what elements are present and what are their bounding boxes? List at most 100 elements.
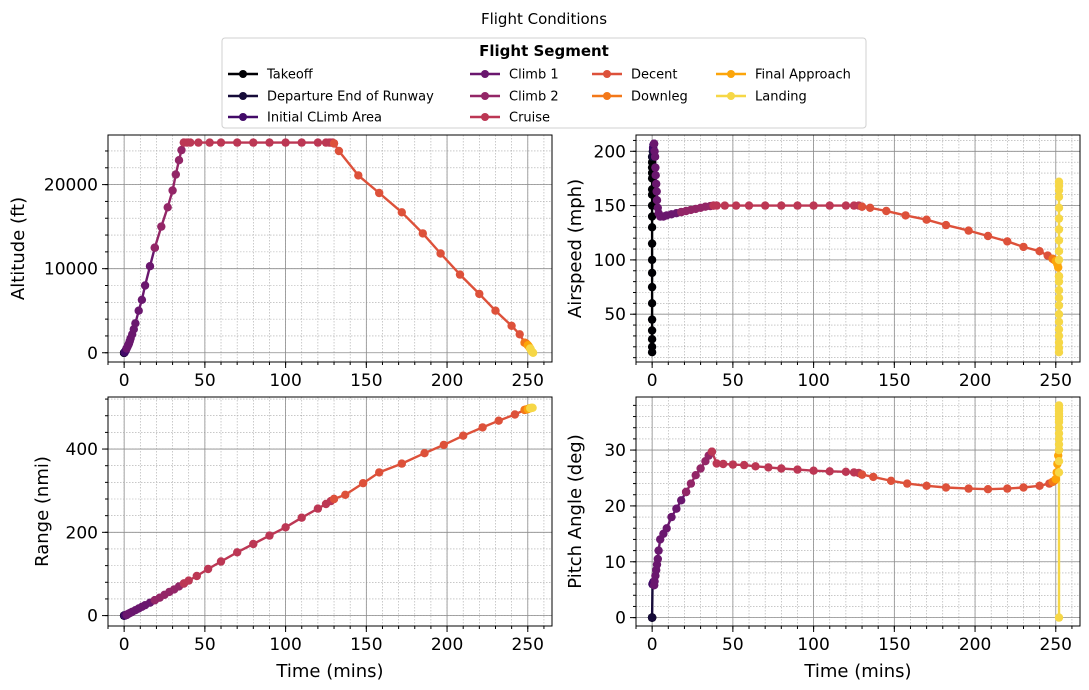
legend-label: Final Approach — [755, 68, 851, 83]
data-point — [857, 202, 867, 211]
data-point — [647, 315, 657, 324]
data-point — [265, 138, 274, 147]
data-point — [983, 485, 993, 494]
x-tick-label: 50 — [722, 371, 744, 391]
data-point — [1054, 457, 1064, 466]
data-point — [1019, 242, 1028, 252]
data-point — [647, 268, 657, 278]
y-tick-label: 400 — [66, 440, 98, 460]
data-point — [1054, 401, 1064, 410]
data-point — [731, 201, 741, 210]
data-point — [922, 215, 931, 224]
data-point — [216, 138, 226, 147]
x-tick-label: 150 — [350, 635, 382, 655]
data-point — [652, 179, 661, 189]
data-point — [216, 557, 226, 566]
x-tick-label: 250 — [512, 371, 544, 391]
series-group — [119, 403, 537, 620]
data-point — [1054, 293, 1064, 303]
data-point — [728, 460, 738, 469]
data-point — [1035, 247, 1044, 256]
data-point — [1054, 613, 1064, 622]
data-point — [397, 459, 406, 468]
data-point — [418, 229, 427, 238]
data-point — [1054, 177, 1064, 186]
data-point — [651, 171, 660, 180]
legend-marker — [603, 70, 611, 78]
y-tick-label: 10000 — [44, 260, 98, 280]
data-point — [313, 138, 323, 147]
data-point — [647, 613, 657, 622]
data-point — [886, 476, 896, 485]
legend-label: Landing — [755, 90, 807, 105]
data-point — [672, 504, 681, 513]
data-point — [647, 342, 657, 351]
data-point — [677, 496, 686, 505]
legend-label: Climb 2 — [509, 90, 559, 105]
legend-label: Climb 1 — [509, 68, 559, 83]
data-point — [647, 326, 657, 335]
data-point — [334, 146, 344, 156]
data-point — [903, 479, 912, 488]
data-point — [707, 447, 717, 456]
axes-frame — [635, 134, 1081, 363]
data-point — [1054, 301, 1064, 310]
data-point — [134, 306, 143, 315]
legend-entry: Landing — [716, 90, 807, 105]
data-point — [1054, 277, 1064, 286]
data-point — [297, 513, 306, 522]
y-tick-label: 0 — [615, 609, 626, 629]
legend-entry: Downleg — [592, 90, 688, 105]
legend-marker — [727, 70, 735, 78]
x-tick-label: 100 — [269, 635, 301, 655]
x-tick-label: 100 — [797, 371, 829, 391]
data-point — [375, 188, 384, 198]
y-tick-label: 0 — [87, 344, 98, 364]
data-point — [1054, 325, 1064, 334]
y-tick-label: 0 — [87, 607, 98, 627]
data-point — [777, 464, 786, 473]
data-point — [809, 201, 818, 210]
data-point — [941, 483, 951, 492]
data-point — [869, 472, 878, 482]
data-point — [825, 467, 834, 476]
data-point — [667, 512, 676, 522]
data-point — [712, 459, 721, 468]
data-point — [194, 138, 203, 147]
data-point — [478, 423, 487, 432]
data-point — [1054, 468, 1064, 477]
minor-grid — [105, 135, 552, 365]
data-point — [841, 201, 851, 210]
x-tick-label: 250 — [512, 635, 544, 655]
x-tick-label: 150 — [878, 635, 910, 655]
data-point — [647, 255, 657, 265]
x-tick-label: 50 — [194, 635, 216, 655]
data-point — [1035, 481, 1044, 490]
x-tick-label: 200 — [431, 635, 463, 655]
data-point — [793, 465, 802, 474]
data-point — [825, 201, 834, 210]
legend-marker — [727, 92, 735, 100]
x-tick-label: 50 — [722, 635, 744, 655]
data-point — [647, 299, 657, 308]
y-tick-label: 200 — [594, 142, 626, 162]
data-point — [1003, 484, 1012, 493]
data-point — [720, 201, 729, 210]
data-point — [145, 262, 155, 271]
data-point — [249, 138, 258, 147]
legend-marker — [481, 70, 489, 78]
data-point — [233, 548, 242, 557]
data-point — [654, 546, 663, 555]
x-axis-label: Time (mins) — [803, 661, 911, 682]
legend-label: Departure End of Runway — [267, 90, 434, 105]
data-point — [882, 206, 891, 216]
legend-label: Initial CLimb Area — [267, 111, 382, 126]
chart-panel: 0 50 100 150 200 250 0 10000 20000 Altitude (ft) — [8, 134, 553, 391]
data-point — [652, 187, 661, 196]
x-tick-label: 250 — [1040, 635, 1072, 655]
data-point — [662, 524, 671, 533]
x-axis-label: Time (mins) — [275, 661, 383, 682]
legend-entry: Takeoff — [228, 68, 314, 83]
